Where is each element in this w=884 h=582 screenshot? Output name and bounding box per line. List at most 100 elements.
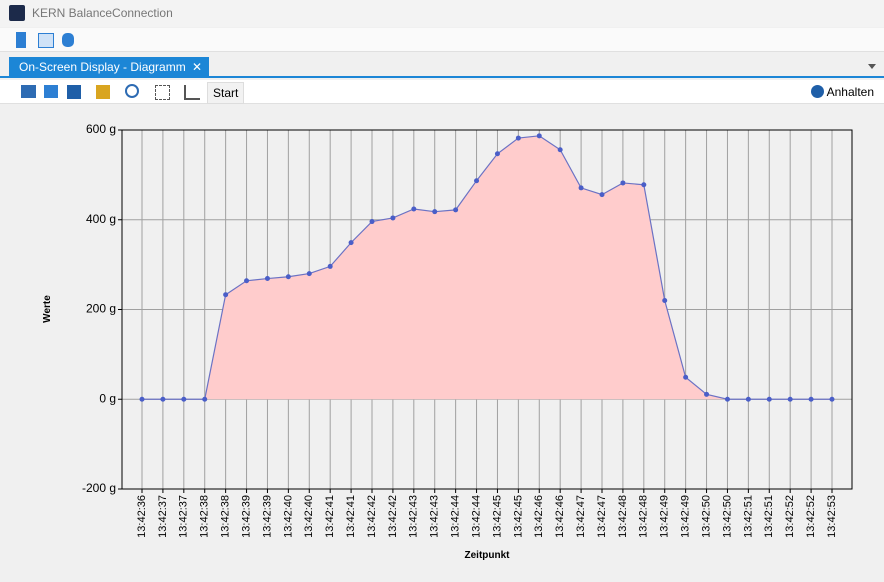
save-button[interactable] [67,85,81,99]
point [327,263,333,269]
x-tick-label: 13:42:39 [261,495,273,538]
tab-close[interactable]: ✕ [191,60,202,74]
start-button[interactable]: Start [207,82,245,104]
x-tick-label: 13:42:42 [366,495,378,538]
y-tick-label: 400 g [86,212,116,226]
point [578,185,584,191]
x-tick-label: 13:42:49 [680,495,692,538]
x-tick-label: 13:42:43 [408,495,420,538]
point [181,396,187,402]
point [202,396,208,402]
x-tick-label: 13:42:47 [596,495,608,538]
point [432,209,438,215]
tab-strip: On-Screen Display - Diagramm ✕ [0,54,884,78]
clear-button[interactable] [96,85,110,99]
x-tick-label: 13:42:41 [345,495,357,538]
point [369,219,375,225]
tab-menu[interactable] [868,64,876,69]
x-tick-label: 13:42:40 [282,495,294,538]
open-button[interactable] [21,85,36,98]
x-tick-label: 13:42:36 [136,495,148,538]
upload-button[interactable] [16,32,26,48]
chart-button[interactable] [184,85,200,100]
start-label: Start [213,86,239,100]
x-tick-label: 13:42:52 [784,495,796,538]
x-tick-label: 13:42:38 [199,495,211,538]
point [724,396,730,402]
chart-toolbar: Start Anhalten [0,80,884,104]
point [662,298,668,304]
point [641,182,647,188]
x-tick-label: 13:42:39 [240,495,252,538]
title-bar: KERN BalanceConnection [0,0,884,27]
x-tick-label: 13:42:51 [763,495,775,538]
x-tick-label: 13:42:37 [157,495,169,538]
point [411,206,417,212]
layout-button[interactable] [38,33,54,48]
point [244,278,250,284]
x-tick-label: 13:42:45 [491,495,503,538]
chart: Werte Zeitpunkt 13:42:36 13:42:37 13:42:37… [42,122,853,561]
x-tick-label: 13:42:50 [700,495,712,538]
line [142,135,832,400]
x-tick-label: 13:42:48 [617,495,629,538]
x-tick-label: 13:42:48 [638,495,650,538]
x-tick-label: 13:42:50 [721,495,733,538]
x-tick-label: 13:42:37 [178,495,190,538]
point [704,391,710,397]
x-tick-label: 13:42:41 [324,495,336,538]
point [223,292,229,298]
point [474,178,480,184]
point [139,396,145,402]
point [160,396,166,402]
x-tick-label: 13:42:38 [220,495,232,538]
y-axis-label: Werte [42,295,53,323]
touch-button[interactable] [62,33,74,47]
x-tick-label: 13:42:53 [826,495,838,538]
x-tick-label: 13:42:51 [742,495,754,538]
x-tick-label: 13:42:46 [554,495,566,538]
pause-label: Anhalten [826,85,874,99]
point [264,276,270,282]
point [453,207,459,213]
download-button[interactable] [44,85,58,98]
y-tick-label: -200 g [82,481,116,495]
point [285,274,291,280]
x-tick-label: 13:42:45 [512,495,524,538]
x-tick-label: 13:42:52 [805,495,817,538]
point [536,133,542,139]
point [348,240,354,246]
area [142,135,832,400]
settings-button[interactable] [125,84,139,98]
point [515,135,521,141]
point [306,271,312,277]
point [599,192,605,198]
point [494,151,500,157]
x-tick-label: 13:42:49 [659,495,671,538]
x-tick-label: 13:42:43 [429,495,441,538]
point [620,180,626,186]
y-tick-label: 200 g [86,302,116,316]
app-title: KERN BalanceConnection [32,6,173,20]
point [808,396,814,402]
pause-button[interactable]: Anhalten [810,83,874,101]
point [683,374,689,380]
x-tick-label: 13:42:46 [533,495,545,538]
x-tick-label: 13:42:44 [450,495,462,538]
point [557,147,563,153]
y-tick-label: 0 g [99,391,116,405]
point [745,396,751,402]
select-button[interactable] [155,85,170,100]
x-tick-label: 13:42:47 [575,495,587,538]
point [787,396,793,402]
x-tick-label: 13:42:40 [303,495,315,538]
x-tick-label: 13:42:44 [470,495,482,538]
plot-frame [121,129,853,490]
point [829,396,835,402]
tab[interactable]: On-Screen Display - Diagramm ✕ [9,57,209,78]
x-axis-label: Zeitpunkt [465,550,511,561]
point [766,396,772,402]
app-icon [9,5,25,21]
main-toolbar [0,28,884,52]
